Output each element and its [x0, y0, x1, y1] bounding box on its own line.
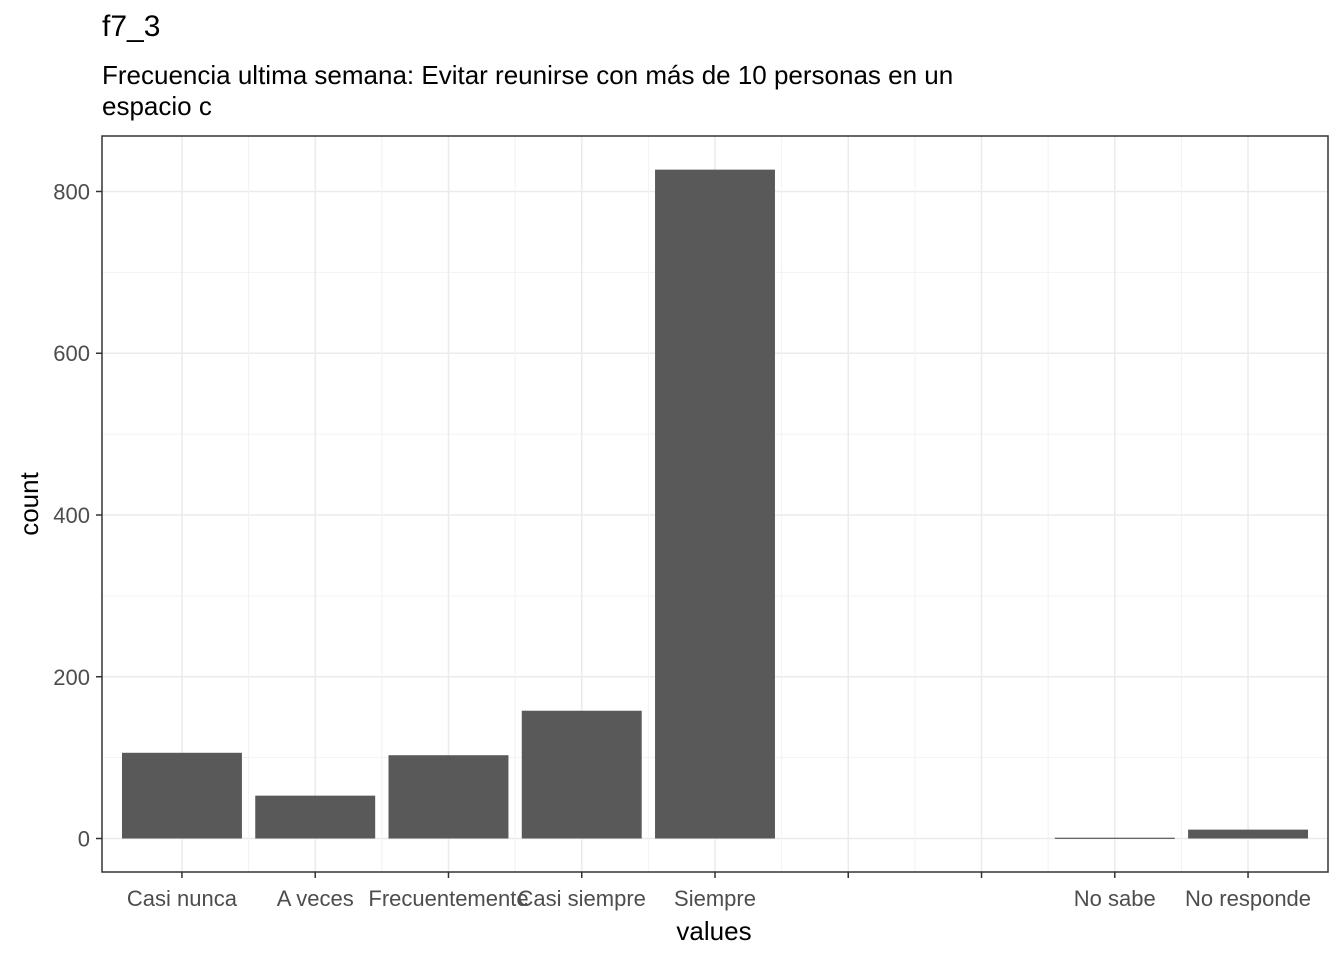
y-tick-label: 800 [53, 179, 90, 204]
y-tick-label: 600 [53, 341, 90, 366]
y-tick-label: 200 [53, 665, 90, 690]
x-tick-label: No sabe [1074, 886, 1156, 911]
bar-no-responde [1188, 829, 1309, 839]
x-tick-label: Siempre [674, 886, 756, 911]
x-tick-label: A veces [277, 886, 354, 911]
bar-a-veces [255, 795, 376, 839]
bar-no-sabe [1054, 837, 1175, 839]
y-axis: 0 200 400 600 800 [53, 179, 102, 852]
bar-frecuentemente [388, 755, 509, 839]
y-tick-label: 0 [78, 827, 90, 852]
x-tick-label: Frecuentemente [368, 886, 528, 911]
x-tick-label: Casi siempre [518, 886, 646, 911]
chart-subtitle: Frecuencia ultima semana: Evitar reunirs… [102, 60, 1102, 122]
y-tick-label: 400 [53, 503, 90, 528]
bar-casi-siempre [521, 710, 642, 839]
bars [121, 169, 1309, 839]
chart-subtitle-line-1: Frecuencia ultima semana: Evitar reunirs… [102, 60, 954, 90]
x-tick-label: No responde [1185, 886, 1311, 911]
x-tick-label: Casi nunca [127, 886, 238, 911]
chart-title: f7_3 [102, 10, 161, 43]
chart-subtitle-line-2: espacio c [102, 91, 212, 121]
bar-casi-nunca [121, 752, 242, 839]
x-axis-title: values [676, 916, 751, 946]
bar-siempre [655, 169, 775, 839]
y-axis-title: count [14, 471, 44, 535]
